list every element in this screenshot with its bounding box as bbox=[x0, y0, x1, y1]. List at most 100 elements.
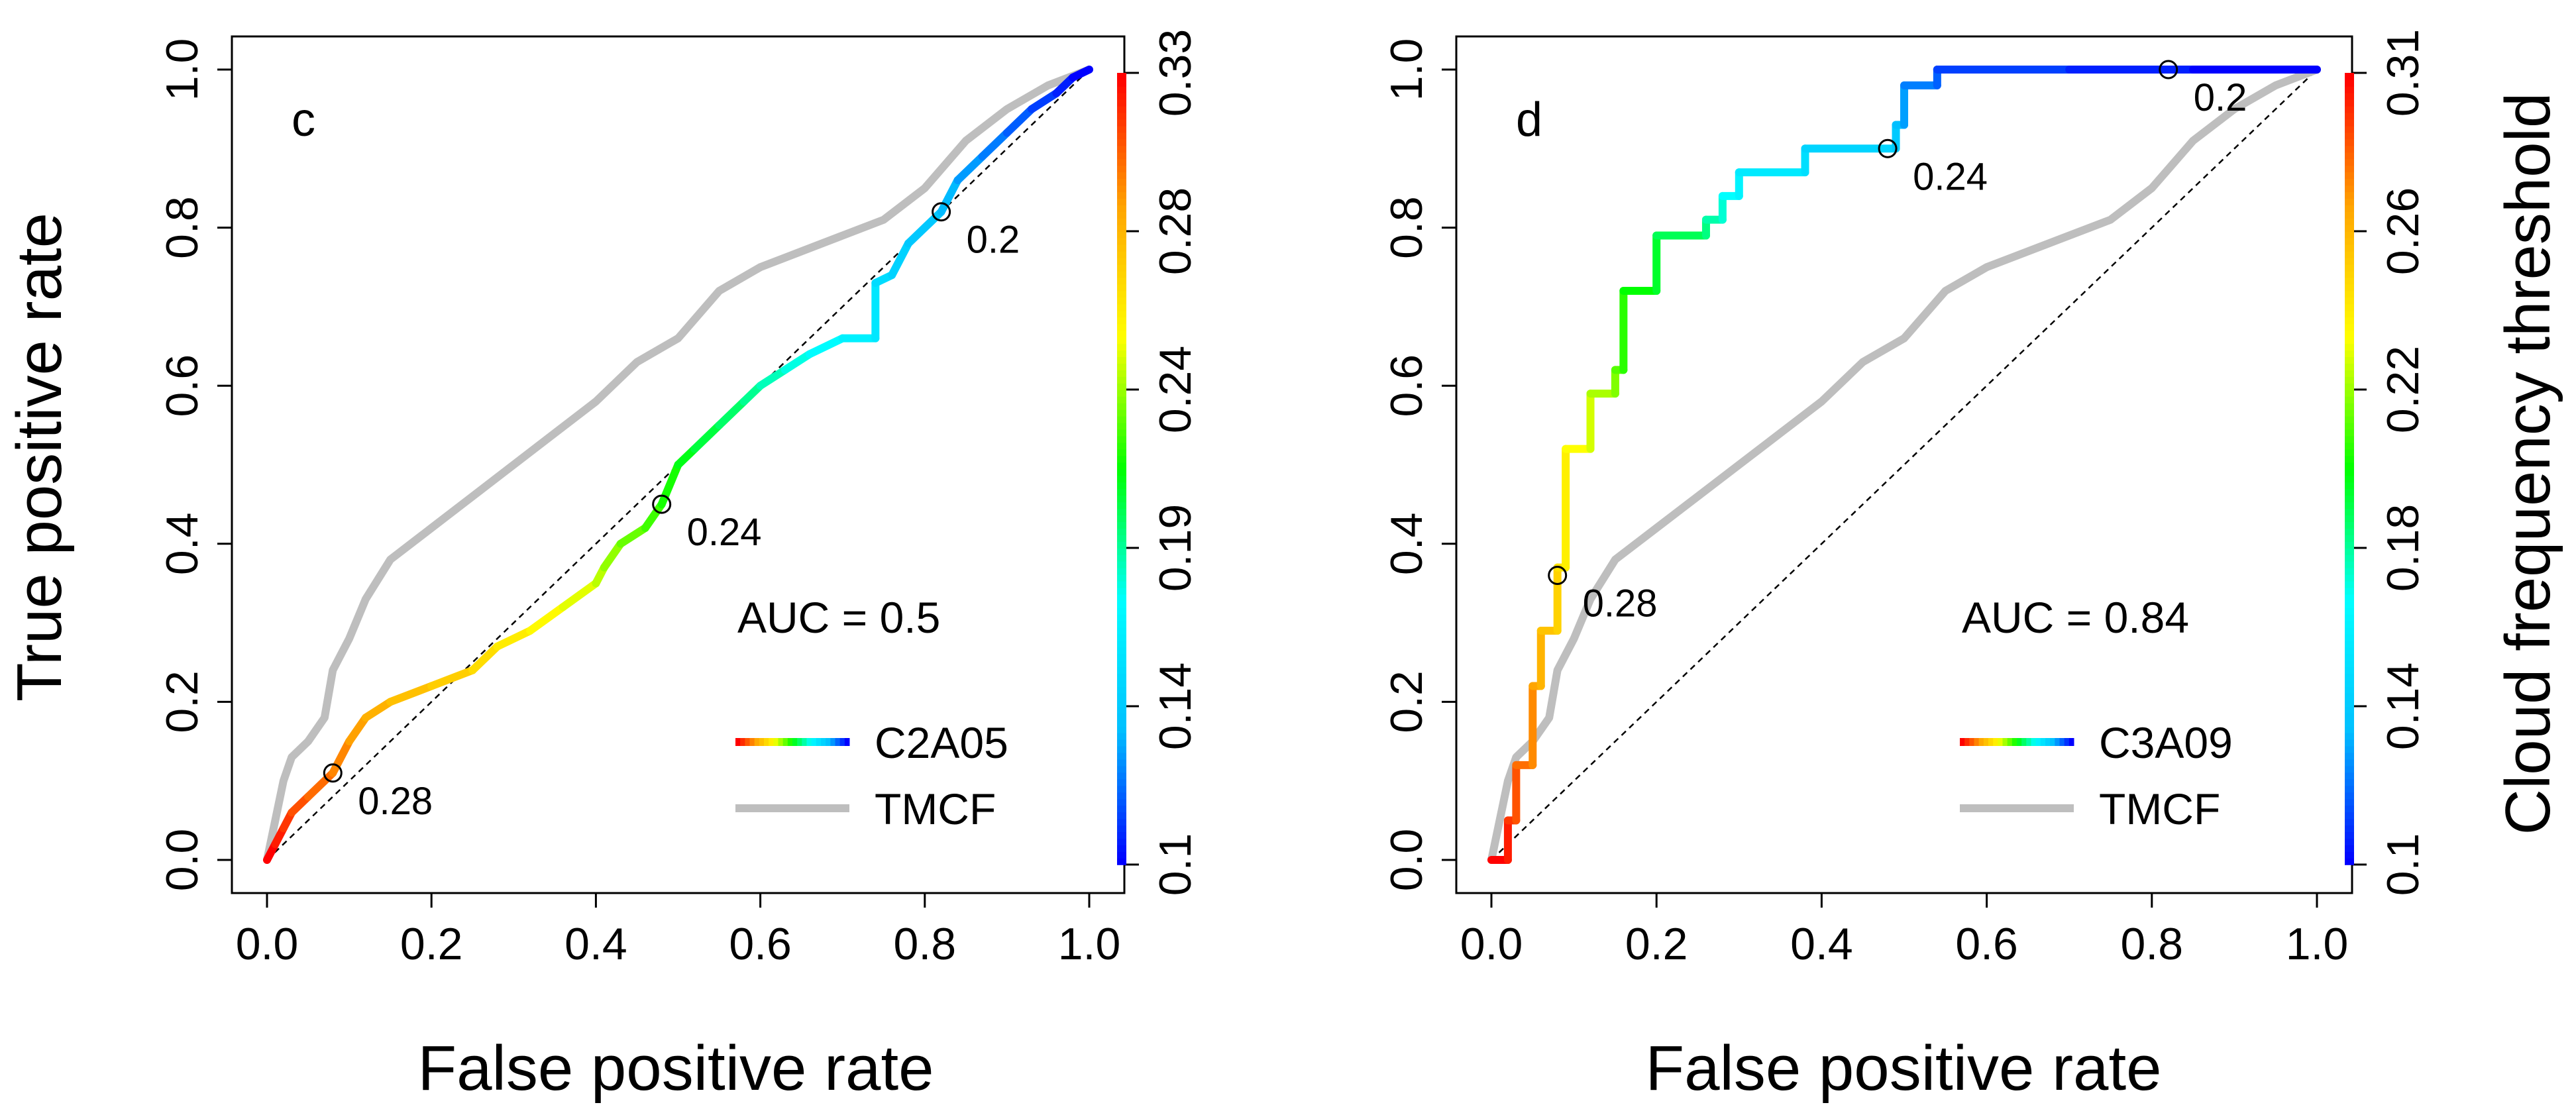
series-c2a05-segment bbox=[559, 579, 600, 611]
series-c2a05-segment bbox=[493, 627, 535, 651]
colorbar-segment bbox=[2345, 759, 2354, 767]
series-c2a05-segment bbox=[888, 239, 912, 280]
colorbar-segment bbox=[1117, 686, 1126, 694]
colorbar-segment bbox=[1117, 402, 1126, 410]
colorbar-segment bbox=[1117, 231, 1126, 238]
colorbar-segment bbox=[2345, 125, 2354, 133]
series-c2a05-segment bbox=[1002, 105, 1036, 137]
colorbar-segment bbox=[1117, 172, 1126, 180]
colorbar-segment bbox=[1117, 647, 1126, 655]
colorbar-segment bbox=[2345, 521, 2354, 529]
series-c2a05-segment bbox=[690, 421, 724, 453]
colorbar-segment bbox=[2345, 429, 2354, 437]
colorbar-segment bbox=[1117, 250, 1126, 258]
colorbar-segment bbox=[2345, 422, 2354, 430]
colorbar-segment bbox=[1117, 145, 1126, 153]
colorbar-segment bbox=[2345, 244, 2354, 252]
colorbar-segment bbox=[1117, 528, 1126, 535]
colorbar-segment bbox=[1117, 165, 1126, 173]
x-tick-label: 0.4 bbox=[564, 919, 627, 969]
colorbar-segment bbox=[1117, 567, 1126, 575]
colorbar-segment bbox=[2345, 673, 2354, 680]
colorbar-segment bbox=[2345, 178, 2354, 186]
colorbar-segment bbox=[1117, 580, 1126, 588]
threshold-marker bbox=[2159, 60, 2178, 80]
colorbar-segment bbox=[1117, 257, 1126, 265]
panel-letter: d bbox=[1516, 93, 1542, 146]
colorbar-segment bbox=[2345, 435, 2354, 443]
series-c2a05-segment bbox=[641, 500, 666, 532]
colorbar-segment bbox=[1117, 548, 1126, 555]
colorbar-segment bbox=[1117, 455, 1126, 463]
colorbar-segment bbox=[2345, 515, 2354, 522]
colorbar-segment bbox=[1117, 752, 1126, 760]
colorbar-segment bbox=[2345, 653, 2354, 661]
colorbar-segment bbox=[1117, 178, 1126, 186]
colorbar-segment bbox=[2345, 488, 2354, 496]
colorbar-segment bbox=[2345, 712, 2354, 720]
series-c2a05-segment bbox=[937, 176, 962, 216]
x-tick-label: 0.4 bbox=[1790, 919, 1853, 969]
x-tick-label: 1.0 bbox=[1058, 919, 1121, 969]
colorbar-segment bbox=[2345, 303, 2354, 311]
colorbar-segment bbox=[1117, 673, 1126, 680]
colorbar-segment bbox=[2345, 812, 2354, 820]
colorbar-segment bbox=[2345, 85, 2354, 93]
colorbar-segment bbox=[2345, 390, 2354, 397]
colorbar-segment bbox=[1117, 370, 1126, 377]
colorbar-segment bbox=[2345, 138, 2354, 146]
colorbar-segment bbox=[2345, 594, 2354, 602]
colorbar-segment bbox=[2345, 185, 2354, 193]
colorbar-segment bbox=[1117, 468, 1126, 476]
colorbar-segment bbox=[1117, 237, 1126, 245]
colorbar-segment bbox=[2345, 337, 2354, 344]
colorbar-segment bbox=[2345, 257, 2354, 265]
colorbar-segment bbox=[1117, 482, 1126, 490]
series-c2a05-segment bbox=[386, 682, 436, 706]
colorbar-segment bbox=[2345, 719, 2354, 727]
series-c2a05-segment bbox=[427, 666, 477, 690]
colorbar-segment bbox=[1117, 508, 1126, 516]
colorbar-segment bbox=[1117, 205, 1126, 212]
colorbar-segment bbox=[1117, 812, 1126, 820]
colorbar-segment bbox=[2345, 468, 2354, 476]
colorbar-segment bbox=[2345, 613, 2354, 621]
colorbar-segment bbox=[1117, 838, 1126, 845]
colorbar-segment bbox=[2345, 158, 2354, 166]
colorbar-segment bbox=[1117, 475, 1126, 483]
colorbar-segment bbox=[1117, 132, 1126, 140]
colorbar-segment bbox=[2345, 330, 2354, 338]
colorbar-segment bbox=[2345, 73, 2354, 80]
colorbar-segment bbox=[2345, 462, 2354, 470]
colorbar-segment bbox=[1117, 112, 1126, 120]
colorbar-segment bbox=[2345, 270, 2354, 278]
colorbar-segment bbox=[2345, 198, 2354, 205]
colorbar-segment bbox=[1117, 535, 1126, 542]
colorbar-segment bbox=[1117, 462, 1126, 470]
colorbar-segment bbox=[1117, 73, 1126, 80]
x-tick-label: 0.2 bbox=[1625, 919, 1688, 969]
colorbar-segment bbox=[1117, 376, 1126, 384]
colorbar-segment bbox=[1117, 712, 1126, 720]
colorbar-segment bbox=[2345, 402, 2354, 410]
colorbar-segment bbox=[2345, 370, 2354, 377]
colorbar-segment bbox=[2345, 225, 2354, 232]
colorbar-segment bbox=[2345, 660, 2354, 668]
colorbar-segment bbox=[2345, 739, 2354, 747]
colorbar-segment bbox=[1117, 488, 1126, 496]
colorbar-segment bbox=[2345, 310, 2354, 318]
colorbar-segment bbox=[2345, 112, 2354, 120]
colorbar-segment bbox=[1117, 85, 1126, 93]
colorbar-segment bbox=[1117, 560, 1126, 568]
colorbar-segment bbox=[2345, 205, 2354, 212]
colorbar-segment bbox=[1117, 680, 1126, 687]
colorbar-segment bbox=[2345, 264, 2354, 272]
colorbar-segment bbox=[2345, 765, 2354, 773]
colorbar-segment bbox=[1117, 297, 1126, 305]
colorbar-segment bbox=[1117, 620, 1126, 628]
y-tick-label: 0.4 bbox=[1381, 513, 1432, 576]
colorbar-segment bbox=[2345, 323, 2354, 331]
series-c2a05-segment bbox=[904, 207, 945, 248]
colorbar-segment bbox=[2345, 363, 2354, 370]
colorbar-segment bbox=[1117, 185, 1126, 193]
